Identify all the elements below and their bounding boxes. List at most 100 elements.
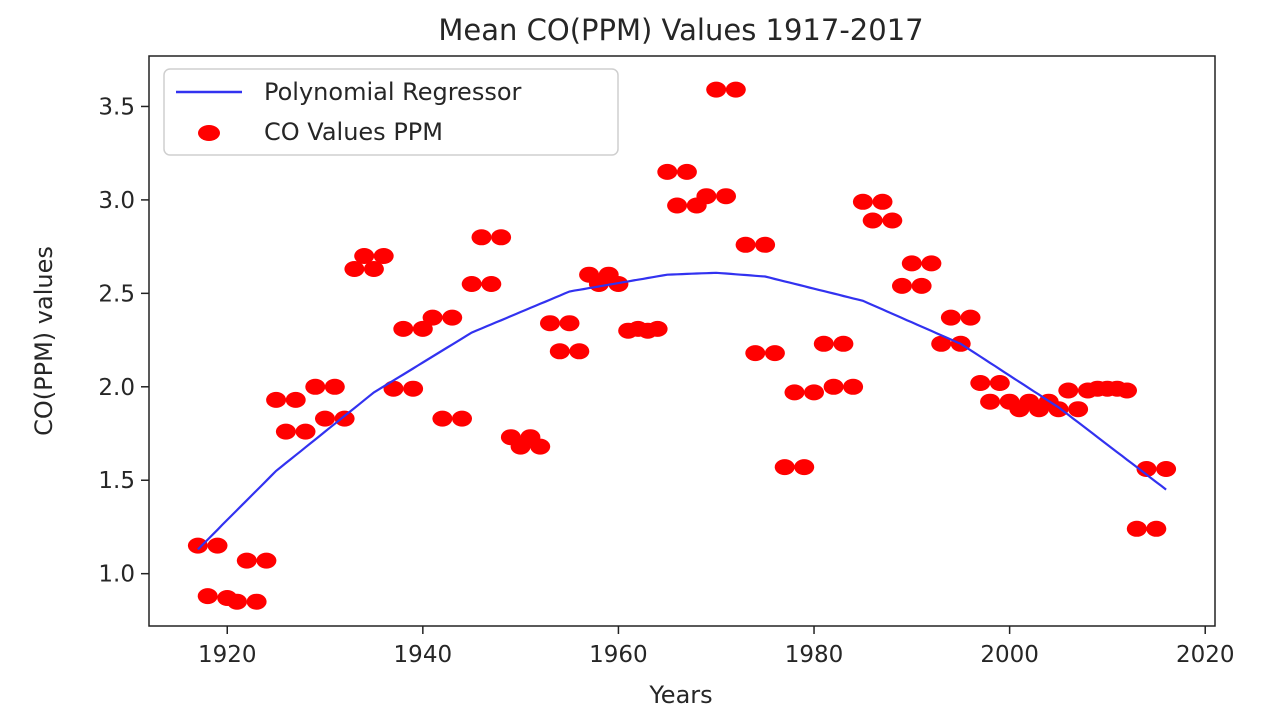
co-data-point — [559, 315, 580, 332]
co-data-point — [442, 309, 463, 326]
co-data-point — [412, 320, 433, 337]
y-tick-label: 1.5 — [98, 468, 135, 494]
co-data-point — [530, 438, 551, 455]
co-data-point — [452, 410, 472, 427]
co-data-point — [940, 309, 961, 326]
co-data-point — [187, 537, 208, 554]
x-tick-label: 1920 — [198, 642, 257, 668]
co-data-point — [266, 391, 287, 408]
co-data-point — [1058, 382, 1079, 399]
co-data-point — [970, 375, 991, 391]
co-data-point — [373, 248, 394, 264]
legend-label-co-values: CO Values PPM — [264, 118, 443, 146]
co-data-point — [716, 188, 736, 205]
co-data-point — [647, 320, 668, 337]
scatter-points — [187, 81, 1177, 610]
x-tick-label: 2020 — [1176, 642, 1235, 668]
co-data-point — [657, 163, 678, 180]
co-data-point — [1068, 401, 1089, 418]
co-data-point — [1117, 382, 1137, 399]
co-data-point — [227, 593, 247, 610]
y-tick-label: 1.0 — [98, 562, 135, 588]
co-data-point — [324, 378, 345, 395]
co-data-point — [403, 380, 424, 397]
legend-point-swatch — [198, 125, 220, 141]
plot-area-frame — [148, 55, 1216, 627]
co-data-point — [833, 335, 854, 352]
co-data-point — [813, 335, 834, 352]
y-tick-label: 2.5 — [98, 281, 135, 307]
x-tick-label: 1940 — [394, 642, 453, 668]
co-data-point — [354, 248, 375, 264]
co-data-point — [852, 193, 873, 210]
co-data-point — [197, 588, 218, 605]
co-data-point — [676, 163, 697, 180]
legend-label-regressor: Polynomial Regressor — [264, 78, 522, 106]
y-tick-label: 2.0 — [98, 375, 135, 401]
y-axis-label: CO(PPM) values — [30, 246, 58, 436]
y-axis-ticks: 1.0 1.5 2.0 2.5 3.0 3.5 — [98, 94, 149, 588]
co-data-point — [696, 188, 717, 205]
co-data-point — [901, 255, 922, 272]
co-data-point — [784, 384, 805, 401]
co-data-point — [383, 380, 404, 397]
co-data-point — [1136, 461, 1157, 477]
co-data-point — [823, 378, 844, 395]
chart-title: Mean CO(PPM) Values 1917-2017 — [438, 13, 923, 47]
co-data-point — [667, 197, 688, 214]
co-data-point — [471, 229, 492, 246]
co-data-point — [1146, 520, 1167, 537]
co-data-point — [960, 309, 981, 326]
co-data-point — [569, 343, 590, 360]
co-data-point — [549, 343, 570, 360]
co-data-point — [432, 410, 453, 427]
x-tick-label: 2000 — [980, 642, 1039, 668]
co-data-point — [363, 261, 384, 277]
co-data-point — [921, 255, 942, 272]
co-data-point — [980, 393, 1001, 410]
co-data-point — [862, 212, 883, 229]
co-data-point — [1156, 461, 1177, 477]
co-data-point — [236, 552, 257, 569]
legend-box — [163, 68, 619, 156]
co-data-point — [892, 277, 912, 294]
x-tick-label: 1980 — [785, 642, 844, 668]
co-data-point — [764, 345, 785, 362]
co-data-point — [285, 391, 306, 408]
co-data-point — [461, 276, 482, 292]
co-data-point — [422, 309, 443, 326]
co-data-point — [755, 236, 776, 253]
co-data-point — [246, 593, 267, 610]
co-data-point — [481, 276, 502, 292]
co-data-point — [843, 378, 864, 395]
y-tick-label: 3.5 — [98, 94, 135, 120]
x-axis-label: Years — [648, 681, 712, 709]
co-data-point — [989, 375, 1010, 391]
co-data-point — [725, 81, 746, 98]
co-data-point — [794, 459, 815, 476]
co-data-point — [774, 459, 795, 476]
co-data-point — [540, 315, 560, 332]
co-data-point — [872, 193, 893, 210]
x-axis-ticks: 1920 1940 1960 1980 2000 2020 — [198, 626, 1235, 668]
co-data-point — [275, 423, 296, 440]
x-tick-label: 1960 — [589, 642, 648, 668]
legend: Polynomial Regressor CO Values PPM — [163, 68, 619, 156]
y-tick-label: 3.0 — [98, 188, 135, 214]
co-data-point — [735, 236, 756, 253]
co-data-point — [295, 423, 316, 440]
co-data-point — [305, 378, 326, 395]
co-data-point — [393, 320, 414, 337]
co-data-point — [207, 537, 228, 554]
co-data-point — [911, 277, 932, 294]
regression-line — [197, 271, 1167, 551]
co-data-point — [745, 345, 766, 362]
co-data-point — [334, 410, 355, 427]
co-data-point — [491, 229, 512, 246]
co-data-point — [931, 335, 952, 352]
co-data-point — [344, 261, 365, 277]
co-data-point — [706, 81, 727, 98]
co-data-point — [315, 410, 335, 427]
co-data-point — [256, 552, 277, 569]
